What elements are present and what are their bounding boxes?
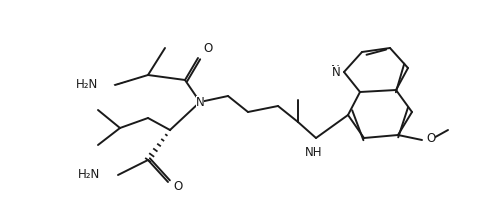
Text: N: N <box>332 65 341 78</box>
Text: O: O <box>426 132 435 146</box>
Text: H₂N: H₂N <box>78 168 100 181</box>
Text: N: N <box>331 64 340 76</box>
Text: N: N <box>196 95 204 108</box>
Text: O: O <box>173 180 182 193</box>
Polygon shape <box>113 75 148 85</box>
Text: H₂N: H₂N <box>76 78 98 92</box>
Text: N: N <box>196 95 204 108</box>
Text: NH: NH <box>305 146 323 159</box>
Text: O: O <box>203 42 212 55</box>
